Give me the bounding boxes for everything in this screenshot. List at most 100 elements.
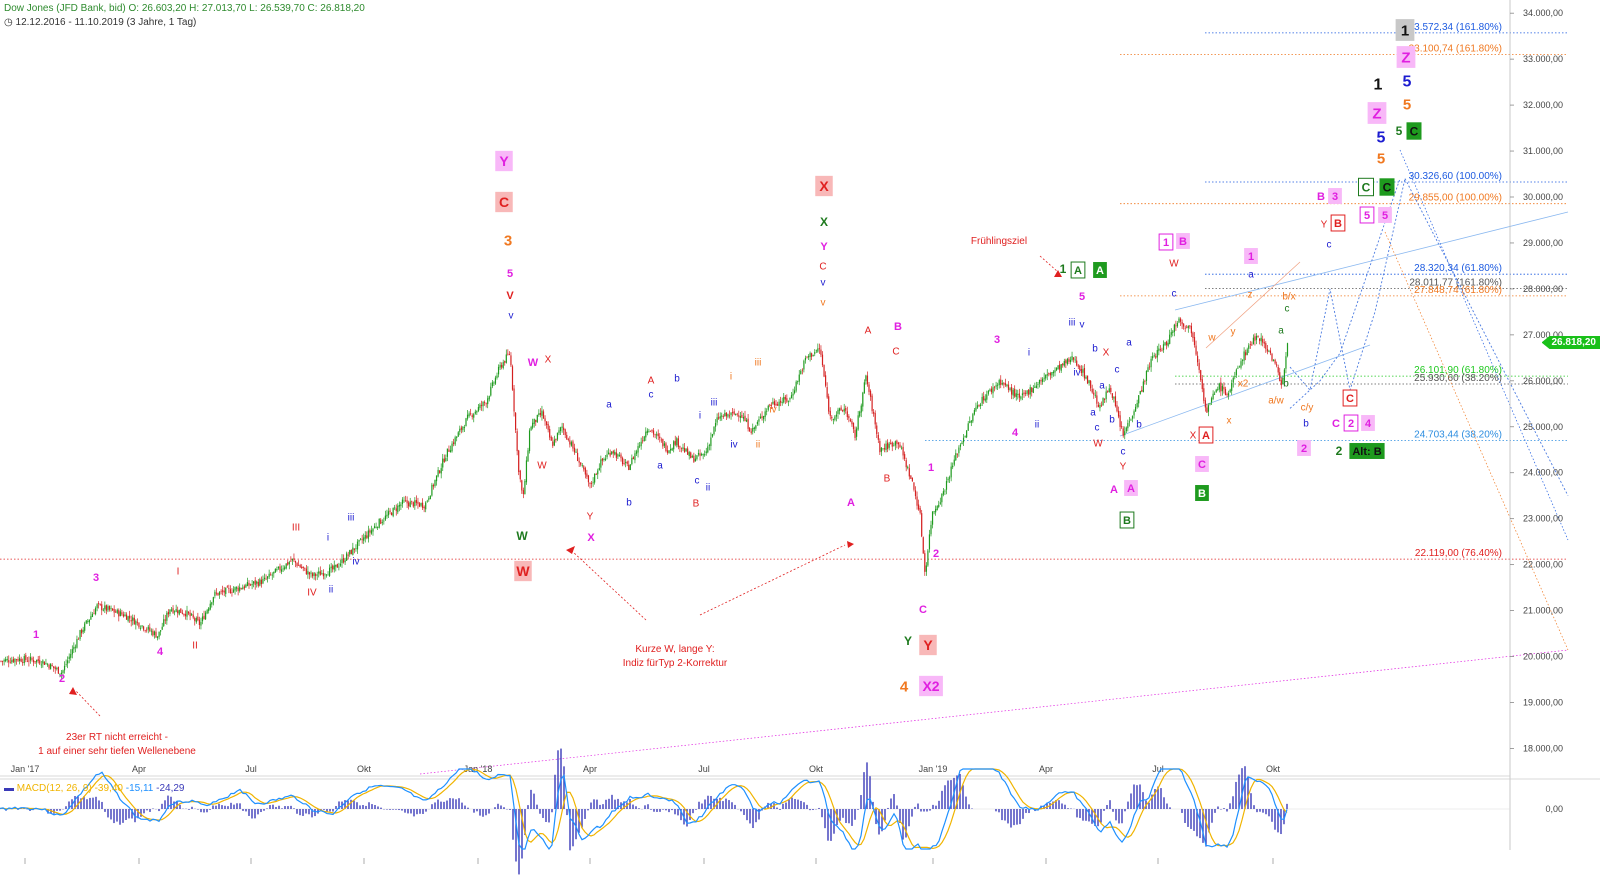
candle-body <box>1046 374 1048 376</box>
candle-body <box>1062 363 1064 366</box>
wave-label-box <box>1244 248 1258 264</box>
wave-label-box <box>1395 19 1415 41</box>
wave-label-box <box>1379 178 1395 196</box>
candle-body <box>918 504 920 510</box>
candle-body <box>1043 377 1045 379</box>
candle-body <box>600 459 602 468</box>
candle-body <box>1048 373 1050 375</box>
candle-body <box>394 507 396 509</box>
candle-body <box>1176 323 1179 327</box>
candle-body <box>401 499 404 505</box>
candle-body <box>705 451 707 454</box>
candle-body <box>387 511 390 516</box>
candle-body <box>56 668 58 669</box>
candle-body <box>74 646 76 648</box>
candle-body <box>36 659 38 663</box>
candle-body <box>561 426 563 428</box>
candle-body <box>457 432 459 437</box>
projection-lines <box>1289 178 1569 496</box>
candle-body <box>482 401 484 407</box>
candle-body <box>1024 392 1027 394</box>
candle-body <box>1179 318 1182 322</box>
candle-body <box>1004 383 1006 386</box>
candle-body <box>1198 362 1200 370</box>
candle-body <box>718 417 720 419</box>
wave-label: W <box>1093 439 1103 450</box>
candle-body <box>223 590 225 593</box>
candle-body <box>90 616 92 620</box>
candle-body <box>845 407 847 411</box>
candle-body <box>1276 364 1278 366</box>
candle-body <box>1158 348 1160 352</box>
candle-body <box>1063 361 1065 366</box>
candle-body <box>246 581 249 586</box>
candle-body <box>931 511 934 525</box>
candle-body <box>697 453 700 455</box>
candle-body <box>657 433 659 437</box>
candle-body <box>389 510 391 512</box>
candle-body <box>1167 342 1169 346</box>
candle-body <box>857 415 859 430</box>
candle-body <box>378 518 380 528</box>
candle-body <box>984 398 986 401</box>
wave-label: a/w <box>1268 396 1284 407</box>
candle-body <box>685 448 687 452</box>
candle-body <box>1234 376 1236 378</box>
candle-body <box>629 464 631 471</box>
wave-label-box <box>919 634 937 656</box>
candle-body <box>372 528 374 532</box>
candle-body <box>603 458 605 460</box>
candle-body <box>409 501 411 508</box>
candle-body <box>191 614 193 616</box>
candle-body <box>642 440 644 442</box>
wave-label-box <box>1406 122 1422 140</box>
candle-body <box>471 415 473 418</box>
candle-body <box>381 522 383 523</box>
candle-body <box>23 656 25 664</box>
candle-body <box>1282 377 1284 385</box>
candle-body <box>584 468 586 475</box>
candle-body <box>270 574 272 576</box>
wave-label: C <box>919 604 927 616</box>
candle-body <box>869 390 872 397</box>
candle-body <box>311 573 314 577</box>
candle-body <box>648 431 650 433</box>
time-tick-label: Jan '18 <box>464 764 493 774</box>
candle-body <box>1119 415 1121 427</box>
candle-body <box>434 480 436 486</box>
candle-body <box>583 466 585 470</box>
price-axis: 18.000,00 19.000,00 20.000,00 21.000,00 22.0… <box>1509 0 1563 850</box>
candle-body <box>776 404 779 406</box>
wave-label-box <box>919 675 943 697</box>
candle-body <box>1212 393 1214 399</box>
candle-body <box>88 619 90 623</box>
candle-body <box>961 442 963 445</box>
wave-label: a <box>1099 381 1105 392</box>
candle-body <box>143 626 145 630</box>
candle-body <box>59 673 61 675</box>
candle-body <box>1037 384 1039 386</box>
wave-label-boxed: C <box>1410 124 1419 138</box>
candle-body <box>456 436 458 438</box>
candle-body <box>1117 410 1120 417</box>
candle-body <box>479 404 481 409</box>
candle-body <box>1232 377 1234 383</box>
candle-body <box>20 658 22 662</box>
level-label: 27.848,74 (61.80%) <box>1414 285 1502 296</box>
candle-body <box>1054 370 1056 373</box>
candle-body <box>384 515 386 520</box>
wave-label: B <box>894 321 902 333</box>
candle-body <box>294 561 297 563</box>
candle-body <box>1012 389 1014 396</box>
candle-body <box>1217 389 1219 390</box>
candle-body <box>1162 344 1165 351</box>
candle-body <box>666 450 669 453</box>
candle-body <box>245 584 247 588</box>
wave-label: a <box>1090 408 1096 419</box>
candle-body <box>138 622 140 628</box>
wave-label: ii <box>1035 420 1039 431</box>
note-indiz: Indiz fürTyp 2-Korrektur <box>623 658 728 669</box>
candle-body <box>465 418 467 427</box>
wave-label: Y <box>904 634 912 648</box>
candle-body <box>691 456 693 458</box>
